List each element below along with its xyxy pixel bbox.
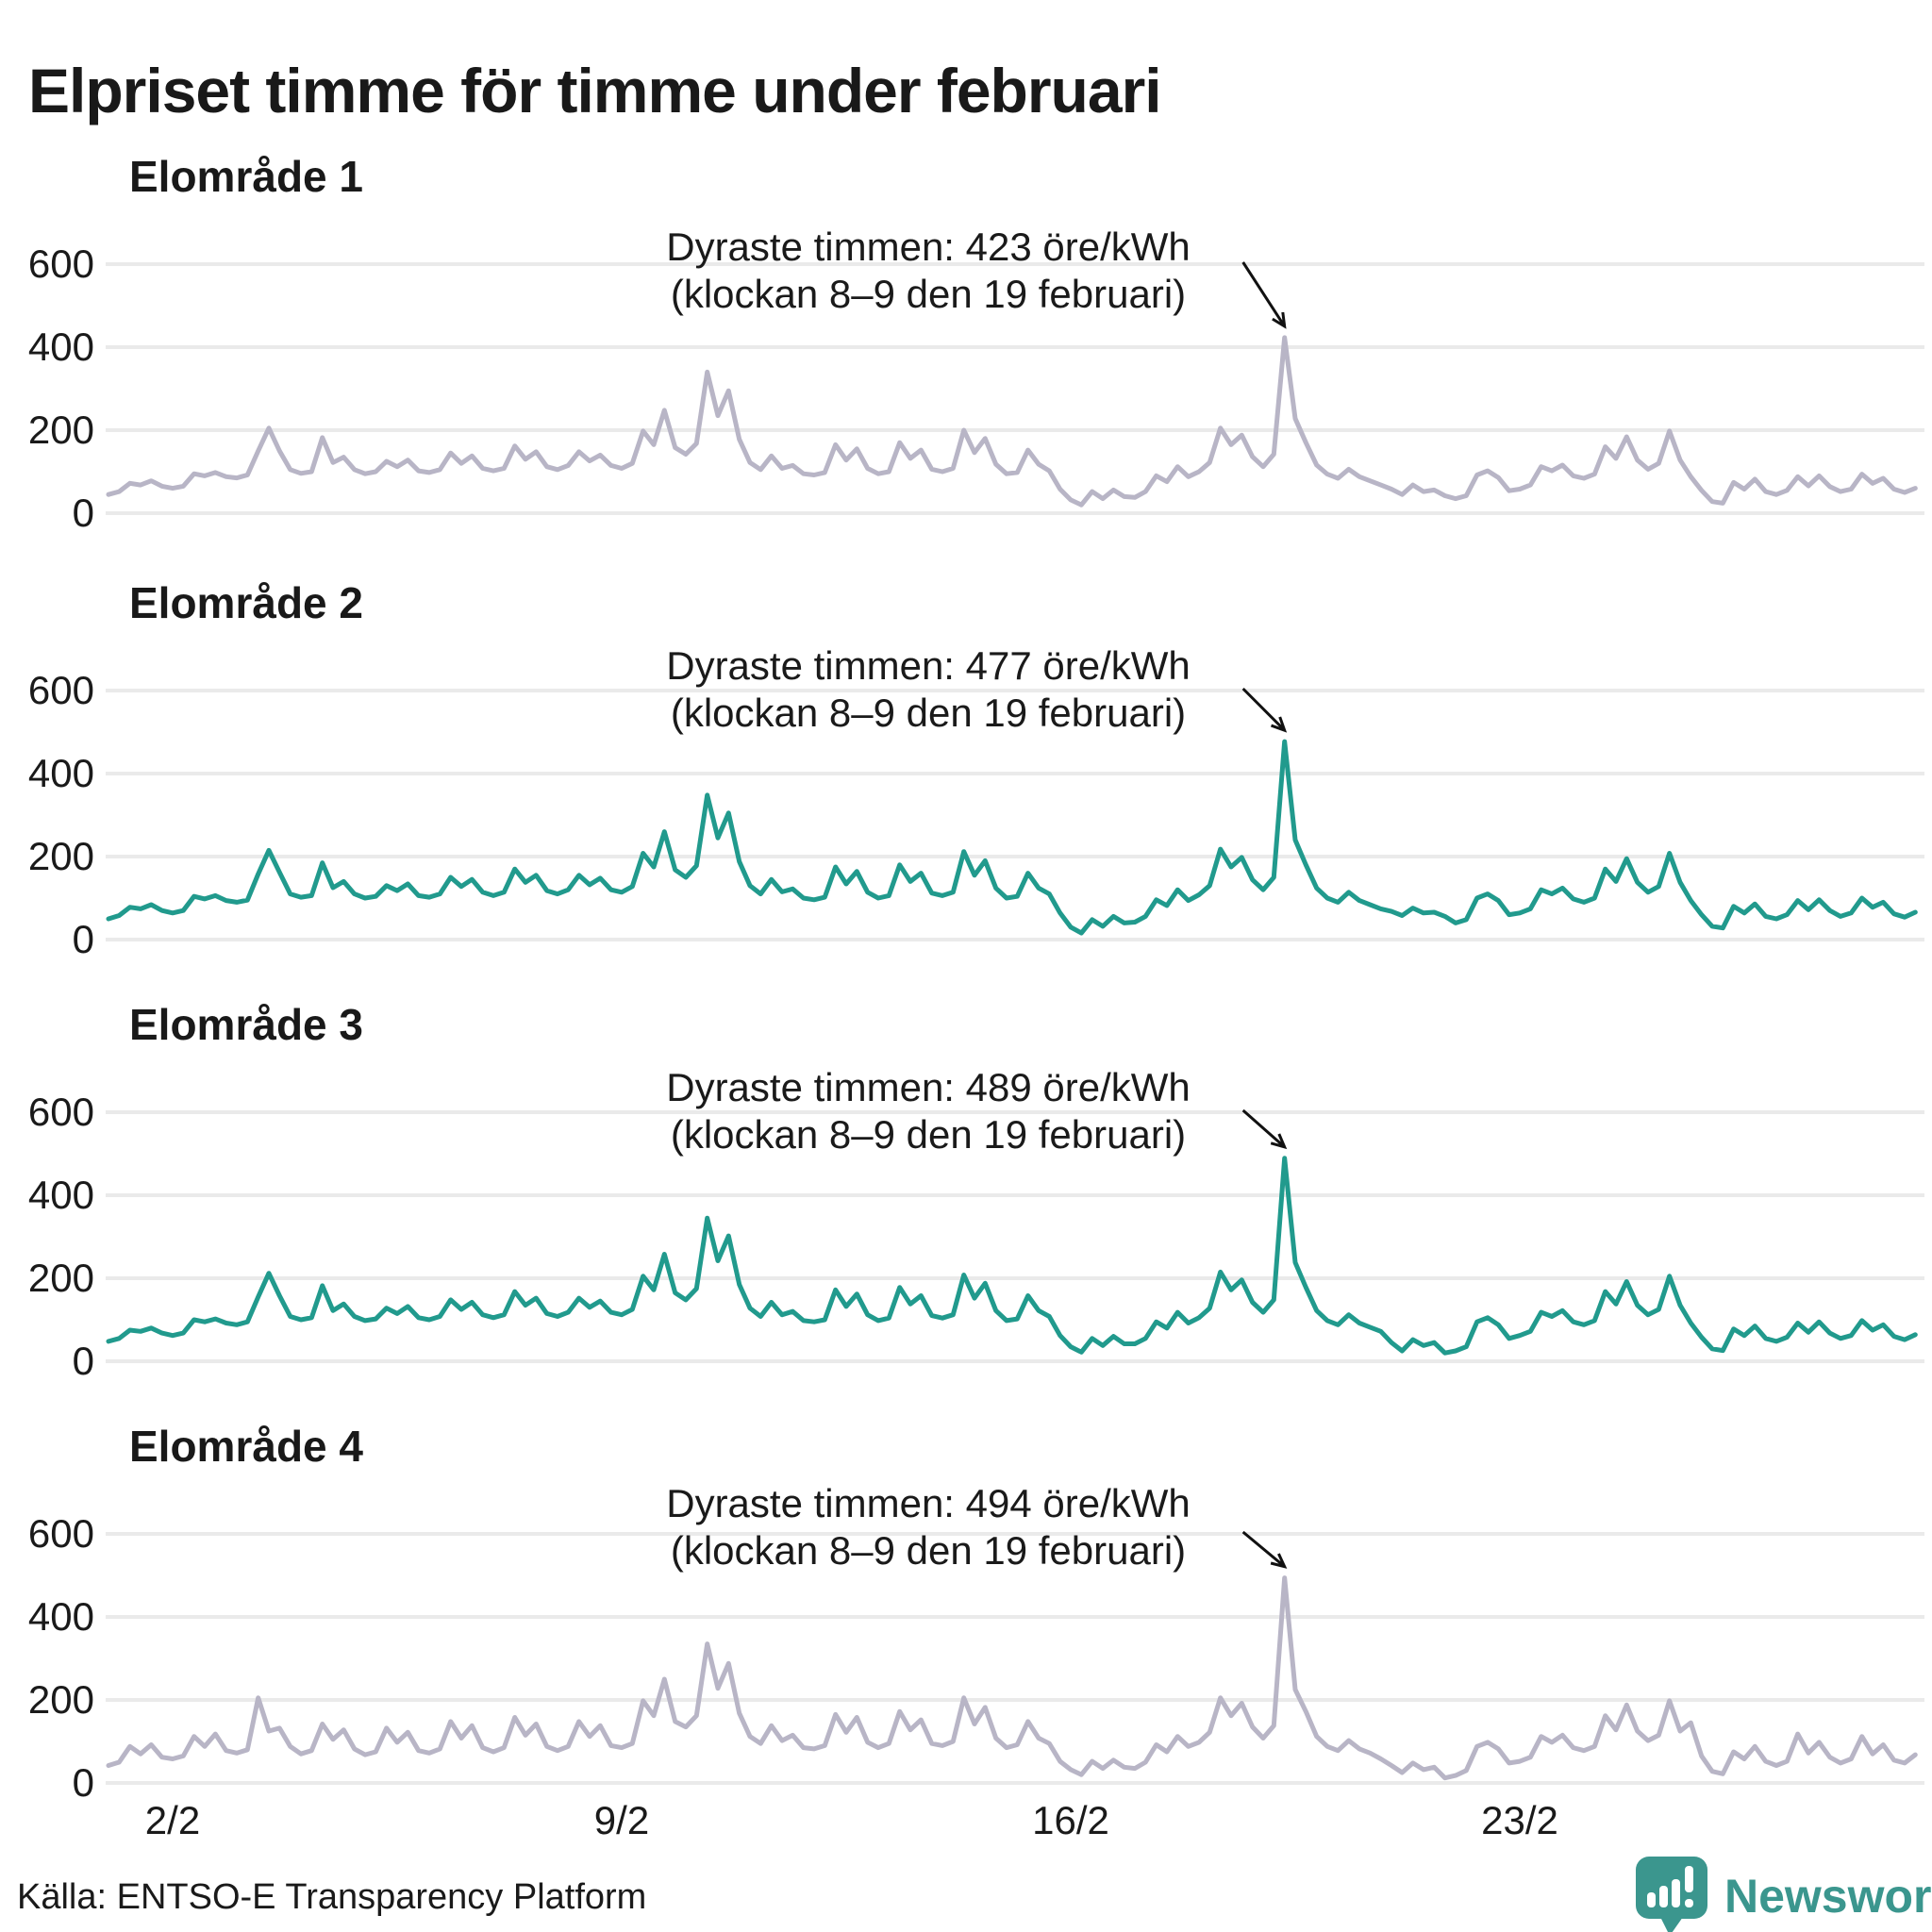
annotation-arrow [1241,261,1287,329]
y-tick-400: 400 [28,751,94,795]
x-tick-9-2: 9/2 [593,1798,650,1842]
chart-title-elomrade-1: Elområde 1 [129,152,363,202]
y-tick-400: 400 [28,1173,94,1217]
newsworthy-logo[interactable]: Newsworthy [1634,1855,1932,1932]
newsworthy-speech-bubble-bar-chart-icon [1636,1857,1707,1932]
y-tick-200: 200 [28,1256,94,1300]
annotation: Dyraste timmen: 423 öre/kWh (klockan 8–9… [666,225,1287,329]
annotation: Dyraste timmen: 489 öre/kWh (klockan 8–9… [666,1065,1288,1157]
chart-elomrade-2: 600 400 200 0 Dyraste timmen: 477 öre/kW… [28,643,1924,961]
x-tick-16-2: 16/2 [1032,1798,1109,1842]
annotation-arrow [1241,1530,1288,1569]
annotation-line2: (klockan 8–9 den 19 februari) [671,1112,1186,1157]
chart-title-elomrade-3: Elområde 3 [129,1000,363,1050]
y-tick-400: 400 [28,1594,94,1639]
annotation-line1: Dyraste timmen: 477 öre/kWh [666,643,1191,688]
y-tick-600: 600 [28,668,94,712]
chart-title-elomrade-4: Elområde 4 [129,1422,363,1472]
x-tick-23-2: 23/2 [1481,1798,1558,1842]
y-tick-600: 600 [28,1511,94,1556]
annotation-line2: (klockan 8–9 den 19 februari) [671,272,1186,316]
x-tick-2-2: 2/2 [144,1798,201,1842]
gridlines [106,1110,1924,1363]
price-line [106,739,1918,936]
annotation: Dyraste timmen: 494 öre/kWh (klockan 8–9… [666,1481,1288,1573]
y-tick-200: 200 [28,408,94,452]
annotation-line1: Dyraste timmen: 489 öre/kWh [666,1065,1191,1109]
x-axis: 2/2 9/2 16/2 23/2 [0,1798,1932,1845]
chart-elomrade-4: 600 400 200 0 Dyraste timmen: 494 öre/kW… [28,1481,1924,1805]
chart-elomrade-1: 600 400 200 0 Dyraste timmen: 423 öre/kW… [28,225,1924,535]
price-line [106,335,1918,508]
y-tick-200: 200 [28,1677,94,1722]
y-tick-600: 600 [28,1090,94,1134]
chart-elomrade-3: 600 400 200 0 Dyraste timmen: 489 öre/kW… [28,1065,1924,1383]
newsworthy-logo-text: Newsworthy [1724,1870,1932,1923]
y-tick-0: 0 [73,917,94,961]
chart-title-elomrade-2: Elområde 2 [129,578,363,628]
annotation-line1: Dyraste timmen: 423 öre/kWh [666,225,1191,269]
source-attribution: Källa: ENTSO-E Transparency Platform [17,1877,647,1917]
annotation-line2: (klockan 8–9 den 19 februari) [671,1528,1186,1573]
y-tick-0: 0 [73,1760,94,1805]
gridlines [106,1532,1924,1785]
y-tick-0: 0 [73,1339,94,1383]
annotation-arrow [1241,687,1288,733]
annotation-line2: (klockan 8–9 den 19 februari) [671,691,1186,735]
y-tick-0: 0 [73,491,94,535]
price-line [106,1156,1918,1356]
page-title: Elpriset timme för timme under februari [28,56,1162,126]
y-tick-400: 400 [28,325,94,369]
y-tick-200: 200 [28,834,94,878]
annotation-line1: Dyraste timmen: 494 öre/kWh [666,1481,1191,1525]
y-tick-600: 600 [28,242,94,286]
annotation: Dyraste timmen: 477 öre/kWh (klockan 8–9… [666,643,1288,735]
price-line [106,1575,1918,1781]
gridlines [106,689,1924,941]
annotation-arrow [1241,1108,1288,1150]
gridlines [106,262,1924,515]
